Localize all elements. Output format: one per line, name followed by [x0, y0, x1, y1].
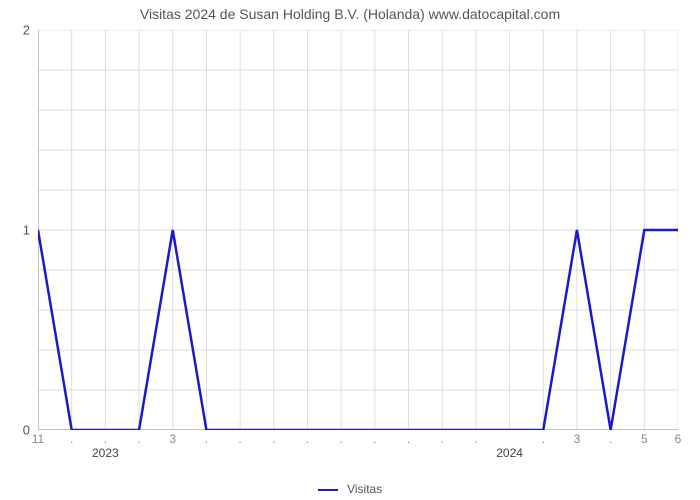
x-major-label: 2023: [92, 446, 119, 460]
x-tick-dot: .: [373, 432, 376, 446]
x-tick-dot: .: [104, 432, 107, 446]
x-tick-dot: .: [339, 432, 342, 446]
x-axis-labels: 113356..............20232024: [38, 432, 678, 468]
x-tick-label: 5: [641, 432, 648, 446]
x-major-label: 2024: [496, 446, 523, 460]
x-tick-dot: .: [306, 432, 309, 446]
x-tick-dot: .: [137, 432, 140, 446]
x-tick-dot: .: [70, 432, 73, 446]
y-tick-label: 1: [23, 223, 30, 238]
x-tick-label: 6: [675, 432, 682, 446]
x-tick-label: 3: [169, 432, 176, 446]
chart-svg: [38, 30, 678, 430]
chart-container: Visitas 2024 de Susan Holding B.V. (Hola…: [0, 0, 700, 500]
legend-label: Visitas: [347, 482, 382, 496]
x-tick-dot: .: [407, 432, 410, 446]
x-tick-label: 3: [574, 432, 581, 446]
chart-title: Visitas 2024 de Susan Holding B.V. (Hola…: [0, 6, 700, 22]
x-tick-dot: .: [272, 432, 275, 446]
x-tick-dot: .: [474, 432, 477, 446]
y-tick-label: 0: [23, 423, 30, 438]
x-tick-dot: .: [542, 432, 545, 446]
x-tick-dot: .: [238, 432, 241, 446]
legend: Visitas: [0, 482, 700, 496]
legend-swatch: [318, 489, 338, 491]
x-tick-dot: .: [441, 432, 444, 446]
plot-area: 012: [38, 30, 678, 430]
x-tick-label: 11: [32, 432, 44, 446]
x-tick-dot: .: [609, 432, 612, 446]
x-tick-dot: .: [205, 432, 208, 446]
y-tick-label: 2: [23, 23, 30, 38]
